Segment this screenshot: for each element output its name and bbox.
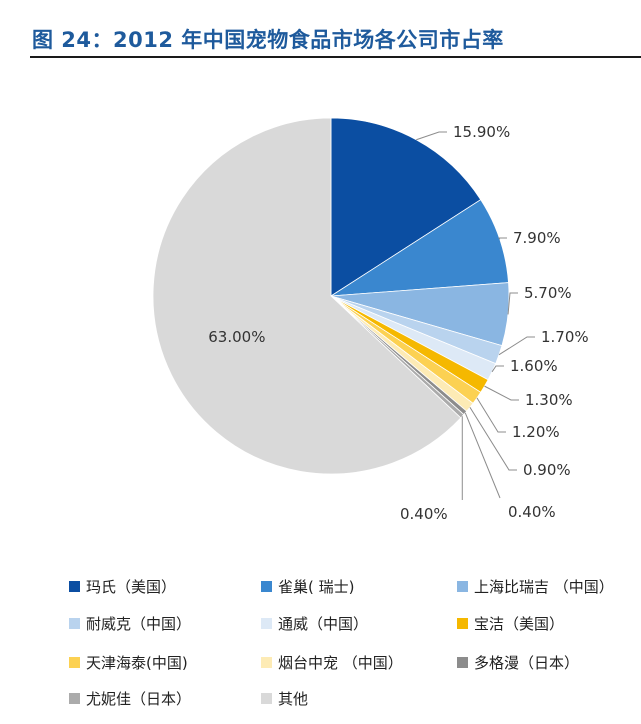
slice-label-10: 63.00%	[208, 328, 265, 346]
leader-line-1	[498, 237, 507, 240]
leader-line-8	[464, 412, 501, 499]
leader-line-6	[476, 397, 506, 433]
slice-label-2: 5.70%	[524, 284, 572, 302]
slice-label-1: 7.90%	[513, 229, 561, 247]
title-divider	[30, 56, 641, 58]
leader-line-7	[469, 407, 517, 471]
leader-line-3	[498, 336, 535, 356]
slice-label-0: 15.90%	[453, 123, 510, 141]
leader-line-0	[416, 131, 447, 141]
slice-label-3: 1.70%	[541, 328, 589, 346]
slice-label-4: 1.60%	[510, 357, 558, 375]
leader-line-4	[491, 365, 504, 373]
pie-slice-0	[330, 117, 482, 297]
leader-line-5	[484, 385, 519, 401]
leader-line-2	[507, 292, 518, 315]
slice-label-7: 0.90%	[523, 461, 571, 479]
figure-title: 图 24：2012 年中国宠物食品市场各公司市占率	[32, 28, 504, 52]
slice-label-6: 1.20%	[512, 423, 560, 441]
slice-label-5: 1.30%	[525, 391, 573, 409]
pie-slice-10	[152, 117, 462, 475]
slice-label-8: 0.40%	[508, 503, 556, 521]
slice-label-9: 0.40%	[400, 505, 448, 523]
